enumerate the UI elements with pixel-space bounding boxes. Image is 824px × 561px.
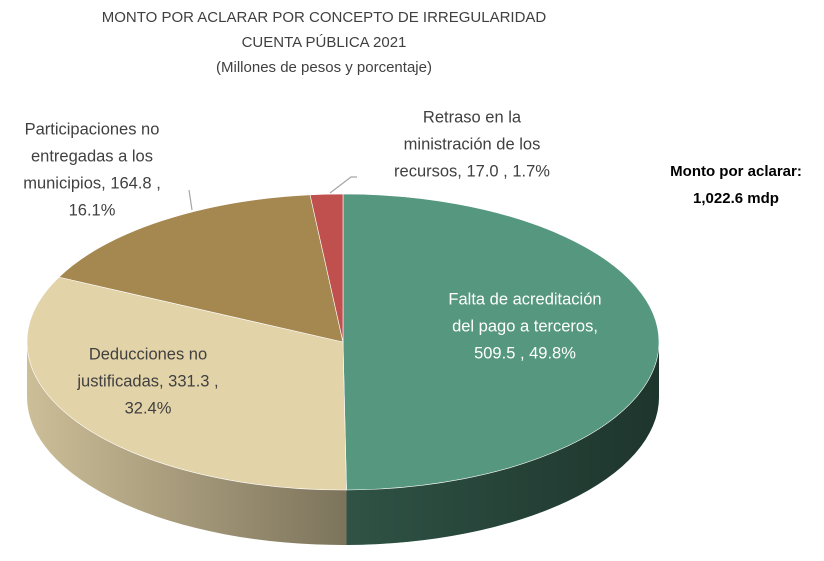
pie-sides <box>27 342 659 546</box>
pie-slice <box>58 194 344 343</box>
annotation: 1,022.6 mdp <box>693 190 779 207</box>
chart-title: MONTO POR ACLARAR POR CONCEPTO DE IRREGU… <box>102 9 547 26</box>
data-label: 509.5 , 49.8% <box>474 344 576 362</box>
labels: Falta de acreditación del pago a terceros… <box>23 108 601 417</box>
data-label: Participaciones no <box>25 120 160 138</box>
data-label: Deducciones no <box>89 345 207 363</box>
leader-line <box>188 189 193 211</box>
data-label: 16.1% <box>69 201 116 219</box>
data-label: Falta de acreditación <box>448 290 601 308</box>
chart-title: CUENTA PÚBLICA 2021 <box>242 34 407 51</box>
pie-slice <box>309 193 344 343</box>
side-shade <box>27 342 347 546</box>
annotation: Monto por aclarar: <box>670 163 802 180</box>
pie-tops <box>26 193 660 491</box>
side-shade <box>346 342 659 545</box>
pie-slice <box>342 193 660 491</box>
data-label: del pago a terceros, <box>452 317 598 335</box>
data-label: Retraso en la <box>423 108 522 126</box>
data-label: ministración de los <box>404 135 541 153</box>
chart-subtitle: (Millones de pesos y porcentaje) <box>216 59 432 76</box>
leader-line <box>329 176 357 194</box>
data-label: municipios, 164.8 , <box>23 174 161 192</box>
data-label: recursos, 17.0 , 1.7% <box>394 162 550 180</box>
data-label: 32.4% <box>125 399 172 417</box>
pie-slice <box>26 276 347 491</box>
data-label: entregadas a los <box>31 147 153 165</box>
data-label: justificadas, 331.3 , <box>76 372 218 390</box>
